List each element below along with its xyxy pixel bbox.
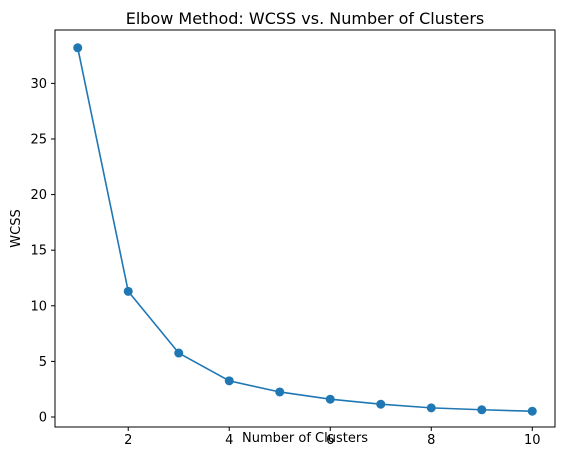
y-axis-label: WCSS bbox=[9, 209, 24, 247]
y-tick-label: 25 bbox=[30, 132, 47, 147]
x-axis-label: Number of Clusters bbox=[242, 431, 368, 446]
y-tick-label: 10 bbox=[30, 299, 47, 314]
plot-frame bbox=[54, 29, 556, 428]
data-point bbox=[73, 43, 83, 53]
y-tick-label: 5 bbox=[39, 355, 47, 370]
series-line bbox=[76, 47, 533, 413]
x-tick-label: 10 bbox=[524, 433, 541, 448]
chart-title: Elbow Method: WCSS vs. Number of Cluster… bbox=[126, 9, 485, 28]
data-point bbox=[527, 406, 537, 416]
data-point bbox=[123, 286, 133, 296]
x-tick-label: 4 bbox=[225, 433, 233, 448]
y-tick-label: 0 bbox=[39, 410, 47, 425]
data-point bbox=[376, 399, 386, 409]
data-point bbox=[477, 405, 487, 415]
y-tick-label: 30 bbox=[30, 77, 47, 92]
data-point bbox=[426, 403, 436, 413]
plot-area bbox=[55, 30, 555, 427]
y-tick-label: 15 bbox=[30, 244, 47, 259]
data-point bbox=[275, 387, 285, 397]
x-tick-label: 8 bbox=[427, 433, 435, 448]
data-point bbox=[174, 348, 184, 358]
data-point bbox=[224, 376, 234, 386]
data-point bbox=[325, 394, 335, 404]
axis-ticks: 2 4 6 8 10 0 5 10 15 20 25 30 bbox=[30, 77, 540, 448]
y-tick-label: 20 bbox=[30, 188, 47, 203]
series-layer bbox=[73, 43, 537, 416]
x-tick-label: 6 bbox=[326, 433, 334, 448]
x-tick-label: 2 bbox=[124, 433, 132, 448]
